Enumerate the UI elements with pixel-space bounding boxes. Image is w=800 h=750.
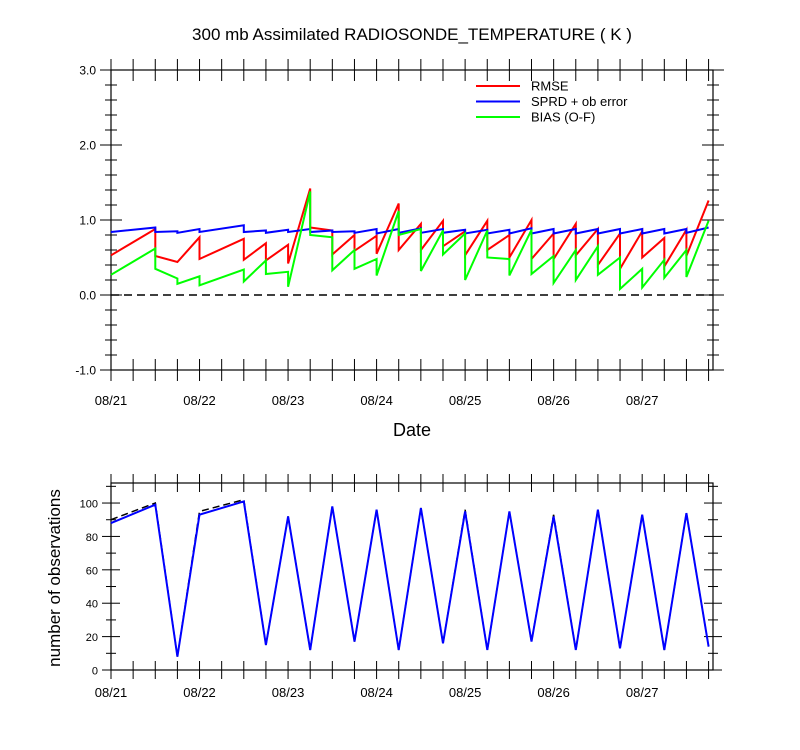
x-tick-label: 08/21: [95, 393, 128, 408]
x-tick-label: 08/24: [360, 393, 393, 408]
y-tick-label: -1.0: [75, 364, 96, 378]
y-tick-label: 60: [86, 565, 98, 577]
y-axis-label: number of observations: [45, 489, 64, 667]
x-axis-label: Date: [393, 420, 431, 440]
x-tick-label: 08/27: [626, 685, 659, 700]
x-tick-label: 08/23: [272, 393, 305, 408]
y-tick-label: 0.0: [79, 289, 96, 303]
x-tick-label: 08/22: [183, 393, 216, 408]
x-tick-label: 08/27: [626, 393, 659, 408]
y-tick-label: 20: [86, 632, 98, 644]
x-tick-label: 08/21: [95, 685, 128, 700]
x-tick-label: 08/23: [272, 685, 305, 700]
series-line-used: [110, 500, 710, 657]
top-plot-area: -1.0 0.0 1.0 2.0 3.0 08/21 08/22 08/23 08/24 08/2…: [75, 59, 724, 408]
series-line-sprd-ob-error: [110, 224, 709, 235]
x-tick-label: 08/24: [360, 685, 393, 700]
plot-frame: [110, 482, 714, 671]
legend-label: SPRD + ob error: [531, 94, 628, 109]
chart-title: 300 mb Assimilated RADIOSONDE_TEMPERATUR…: [192, 25, 632, 44]
y-tick-label: 100: [80, 499, 98, 511]
legend-label: BIAS (O-F): [531, 110, 595, 125]
legend-label: RMSE: [531, 79, 569, 94]
y-tick-label: 0: [92, 666, 98, 678]
y-tick-label: 3.0: [79, 64, 96, 78]
y-tick-label: 2.0: [79, 139, 96, 153]
x-tick-label: 08/26: [537, 393, 570, 408]
series-line-bias-o-f: [110, 191, 710, 292]
plot-frame: [110, 69, 714, 371]
y-tick-label: 40: [86, 599, 98, 611]
x-tick-label: 08/25: [449, 393, 482, 408]
top-chart: 300 mb Assimilated RADIOSONDE_TEMPERATUR…: [75, 25, 724, 440]
y-tick-label: 80: [86, 532, 98, 544]
x-tick-label: 08/25: [449, 685, 482, 700]
bottom-plot-area: 0 20 40 60 80 100 08/21 08/22 08/23 08/24 08/25 08/…: [80, 474, 722, 700]
x-tick-label: 08/26: [537, 685, 570, 700]
bottom-chart: 0 20 40 60 80 100 08/21 08/22 08/23 08/24 08/25 08/…: [45, 474, 722, 700]
y-tick-label: 1.0: [79, 214, 96, 228]
x-tick-label: 08/22: [183, 685, 216, 700]
